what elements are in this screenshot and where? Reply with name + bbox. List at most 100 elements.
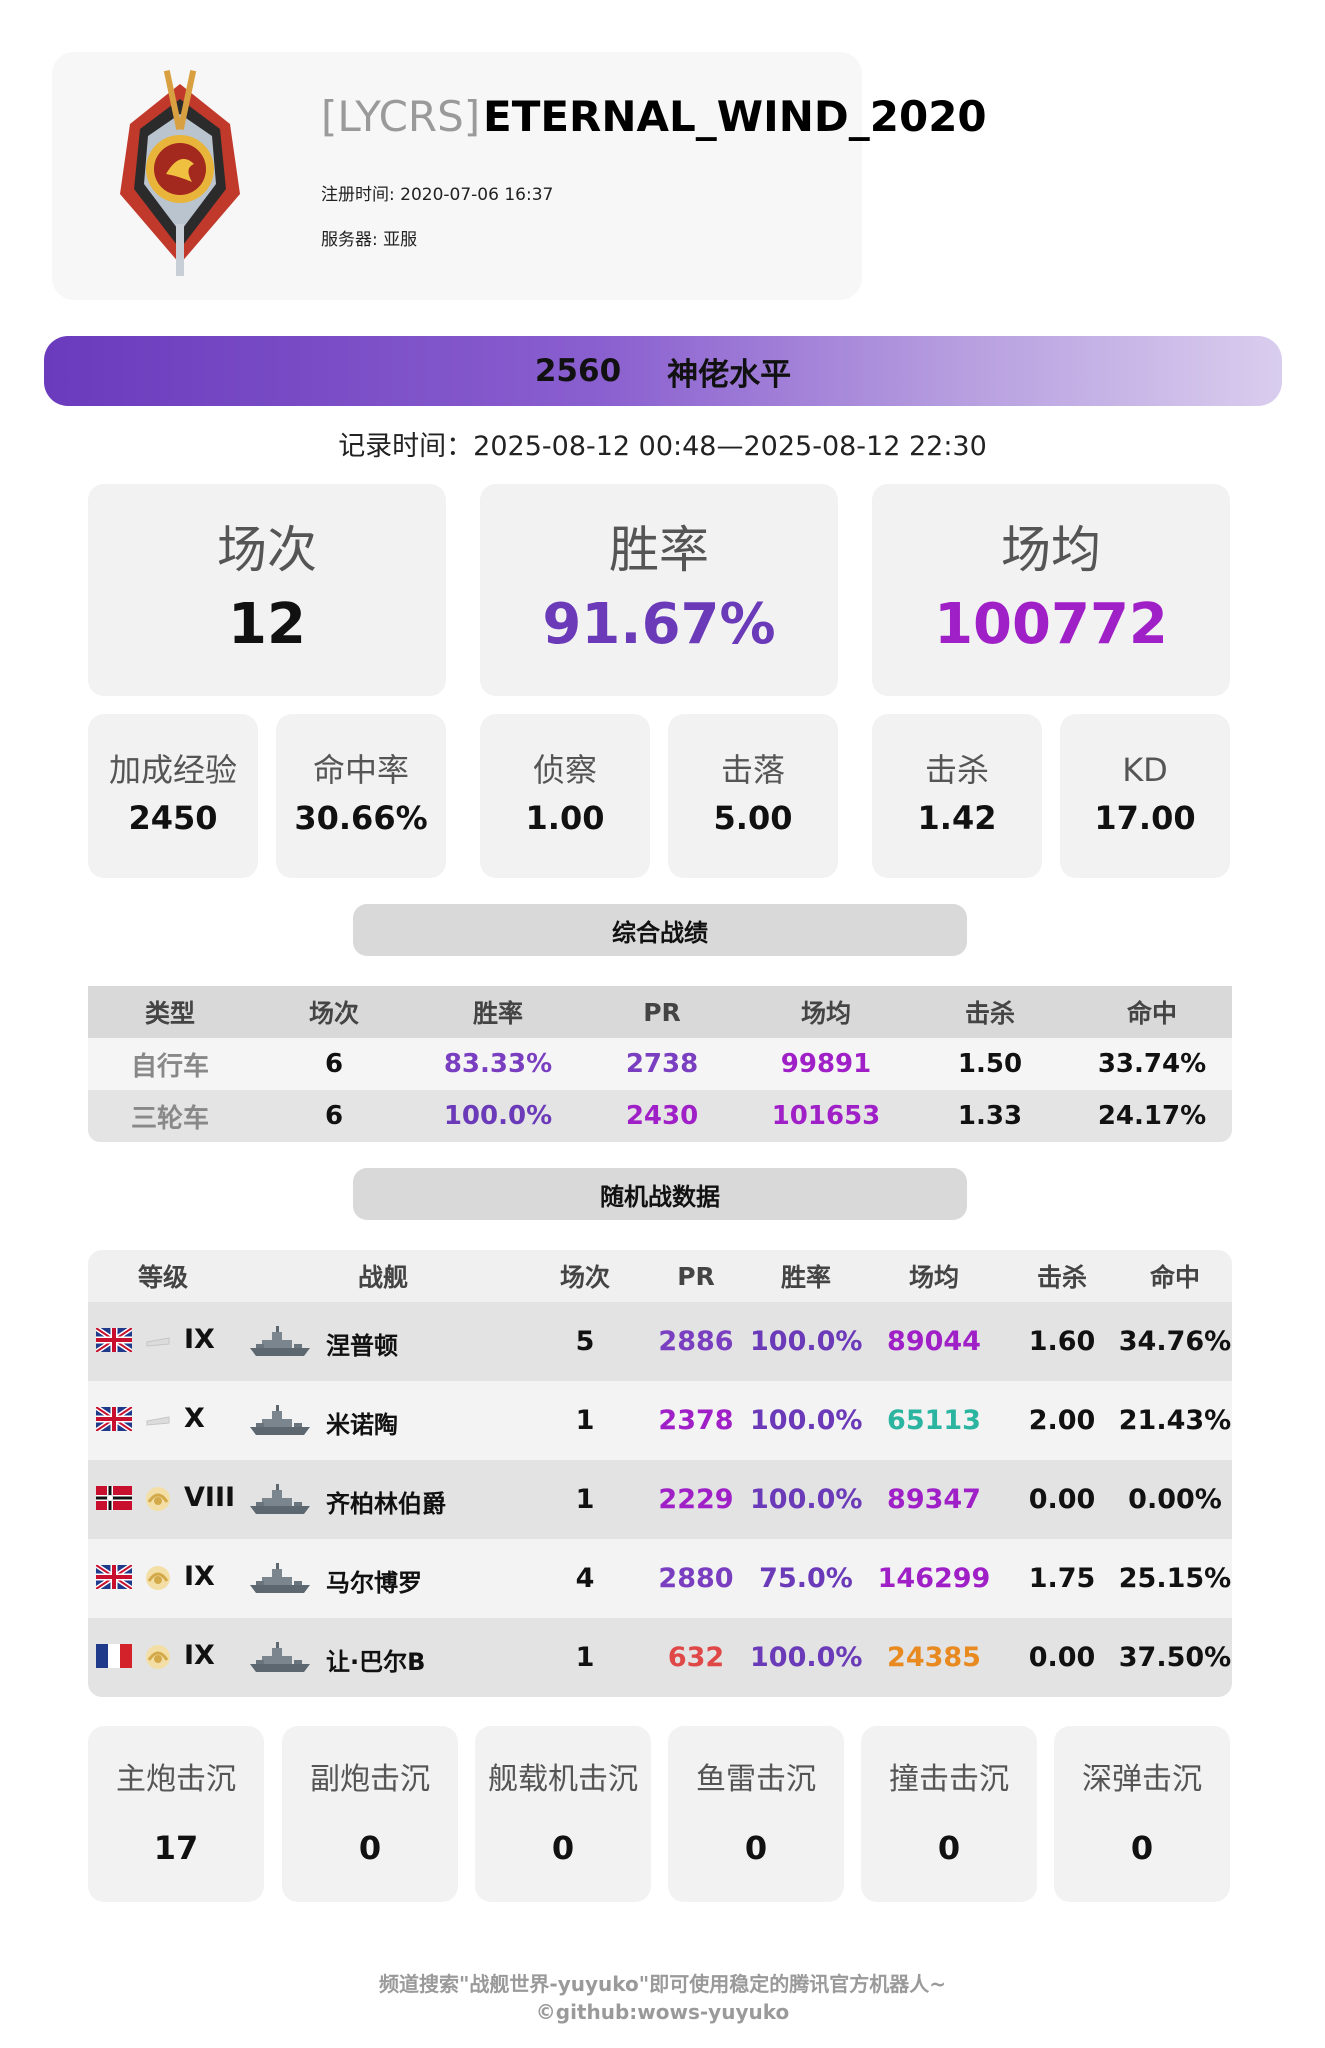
winrate-cell: 100.0% xyxy=(750,1405,863,1436)
avg-cell: 101653 xyxy=(771,1101,881,1131)
stat-value: 5.00 xyxy=(713,799,793,837)
type-cell: 三轮车 xyxy=(130,1103,209,1134)
stat-card-hit-rate: 命中率 30.66% xyxy=(276,714,446,878)
kill-label: 撞击击沉 xyxy=(889,1762,1009,1797)
gold-badge-icon xyxy=(143,1642,173,1672)
table-row: IX 涅普顿 5 2886 100.0% 89044 1.60 34.76% xyxy=(88,1302,1232,1381)
dragon-emblem-icon xyxy=(120,70,240,276)
tier-cell: IX xyxy=(184,1324,215,1355)
table-header-row: 等级 战舰 场次 PR 胜率 场均 击杀 命中 xyxy=(88,1250,1232,1302)
stat-value: 12 xyxy=(228,592,306,657)
column-header: 胜率 xyxy=(472,999,523,1028)
kill-value: 0 xyxy=(744,1829,768,1867)
column-header: 命中 xyxy=(1149,1263,1200,1292)
stat-card-winrate: 胜率 91.67% xyxy=(480,484,838,696)
stat-value: 30.66% xyxy=(294,799,428,837)
kills-cell: 1.75 xyxy=(1028,1563,1096,1594)
stat-card-kills: 击杀 1.42 xyxy=(872,714,1042,878)
stat-card-planes-shot: 击落 5.00 xyxy=(668,714,838,878)
rating-level: 神佬水平 xyxy=(667,356,792,393)
table-row: VIII 齐柏林伯爵 1 2229 100.0% 89347 0.00 0.00% xyxy=(88,1460,1232,1539)
rating-value: 2560 xyxy=(534,353,622,389)
hit-cell: 0.00% xyxy=(1128,1484,1222,1515)
table-row: 自行车 6 83.33% 2738 99891 1.50 33.74% xyxy=(88,1038,1232,1090)
winrate-cell: 100.0% xyxy=(750,1326,863,1357)
stat-label: 命中率 xyxy=(312,751,409,789)
kill-value: 0 xyxy=(358,1829,382,1867)
ships-table: 等级 战舰 场次 PR 胜率 场均 击杀 命中 IX 涅普顿 5 2886 100.0%… xyxy=(88,1250,1232,1697)
kills-cell: 1.33 xyxy=(957,1101,1023,1131)
footer: 频道搜索"战舰世界-yuyuko"即可使用稳定的腾讯官方机器人~ ©github… xyxy=(0,1970,1325,2026)
battles-cell: 1 xyxy=(575,1484,595,1515)
tier-cell: VIII xyxy=(184,1482,236,1513)
ship-name: 米诺陶 xyxy=(326,1411,398,1439)
winrate-cell: 75.0% xyxy=(759,1563,853,1594)
column-header: PR xyxy=(643,997,681,1027)
silver-badge-icon xyxy=(143,1326,173,1356)
stat-value: 1.00 xyxy=(525,799,605,837)
hit-cell: 24.17% xyxy=(1097,1101,1207,1131)
kill-value: 0 xyxy=(551,1829,575,1867)
overall-table: 类型 场次 胜率 PR 场均 击杀 命中 自行车 6 83.33% 2738 9… xyxy=(88,986,1232,1142)
register-time: 注册时间: 2020-07-06 16:37 xyxy=(321,185,554,205)
kill-card-secondary: 副炮击沉 0 xyxy=(282,1726,458,1902)
battles-cell: 1 xyxy=(575,1642,595,1673)
column-header: 击杀 xyxy=(1036,1263,1087,1292)
ship-name: 涅普顿 xyxy=(326,1332,398,1360)
avg-cell: 89347 xyxy=(887,1484,981,1515)
kill-label: 鱼雷击沉 xyxy=(696,1762,816,1797)
stat-label: 场均 xyxy=(1001,521,1101,579)
ship-icon xyxy=(248,1640,312,1676)
stat-card-battles: 场次 12 xyxy=(88,484,446,696)
tier-cell: IX xyxy=(184,1640,215,1671)
tier-cell: X xyxy=(184,1403,205,1434)
kill-label: 深弹击沉 xyxy=(1082,1762,1202,1797)
column-header: 类型 xyxy=(144,999,195,1028)
stat-card-exp: 加成经验 2450 xyxy=(88,714,258,878)
stat-label: 胜率 xyxy=(609,521,709,579)
column-header: 等级 xyxy=(137,1263,188,1292)
ship-icon xyxy=(248,1561,312,1597)
footer-line: ©github:wows-yuyuko xyxy=(535,2000,790,2024)
battles-cell: 6 xyxy=(324,1049,344,1079)
kill-label: 舰载机击沉 xyxy=(488,1762,638,1797)
stat-card-avg-damage: 场均 100772 xyxy=(872,484,1230,696)
hit-cell: 21.43% xyxy=(1118,1405,1232,1436)
winrate-cell: 100.0% xyxy=(750,1642,863,1673)
battles-cell: 5 xyxy=(575,1326,595,1357)
kill-card-torpedo: 鱼雷击沉 0 xyxy=(668,1726,844,1902)
pr-cell: 2880 xyxy=(658,1563,734,1594)
winrate-cell: 100.0% xyxy=(443,1101,553,1131)
column-header: 击杀 xyxy=(964,999,1015,1028)
stat-card-kd: KD 17.00 xyxy=(1060,714,1230,878)
column-header: 场均 xyxy=(908,1263,959,1292)
kill-label: 副炮击沉 xyxy=(310,1762,430,1797)
kills-cell: 0.00 xyxy=(1028,1484,1096,1515)
kill-card-main-battery: 主炮击沉 17 xyxy=(88,1726,264,1902)
battles-cell: 4 xyxy=(575,1563,595,1594)
uk-flag-icon xyxy=(94,1404,134,1434)
rating-bar: 2560 神佬水平 xyxy=(44,336,1282,406)
record-time: 记录时间：2025-08-12 00:48—2025-08-12 22:30 xyxy=(338,431,987,462)
kills-cell: 2.00 xyxy=(1028,1405,1096,1436)
kill-value: 0 xyxy=(937,1829,961,1867)
table-row: IX 马尔博罗 4 2880 75.0% 146299 1.75 25.15% xyxy=(88,1539,1232,1618)
ship-name: 齐柏林伯爵 xyxy=(326,1490,446,1518)
avg-cell: 65113 xyxy=(887,1405,981,1436)
column-header: 场均 xyxy=(800,999,851,1028)
hit-cell: 37.50% xyxy=(1118,1642,1232,1673)
hit-cell: 25.15% xyxy=(1118,1563,1232,1594)
battles-cell: 6 xyxy=(324,1101,344,1131)
ship-icon xyxy=(248,1482,312,1518)
type-cell: 自行车 xyxy=(130,1051,209,1082)
pr-cell: 632 xyxy=(667,1642,725,1673)
column-header: 场次 xyxy=(308,999,359,1028)
germany-flag-icon xyxy=(96,1486,132,1510)
gold-badge-icon xyxy=(143,1484,173,1514)
stat-label: 场次 xyxy=(217,521,317,579)
pr-cell: 2886 xyxy=(658,1326,734,1357)
stat-value: 91.67% xyxy=(542,592,776,657)
random-section-title: 随机战数据 xyxy=(353,1168,967,1220)
pr-cell: 2430 xyxy=(625,1101,699,1131)
server-name: 服务器: 亚服 xyxy=(321,230,418,250)
